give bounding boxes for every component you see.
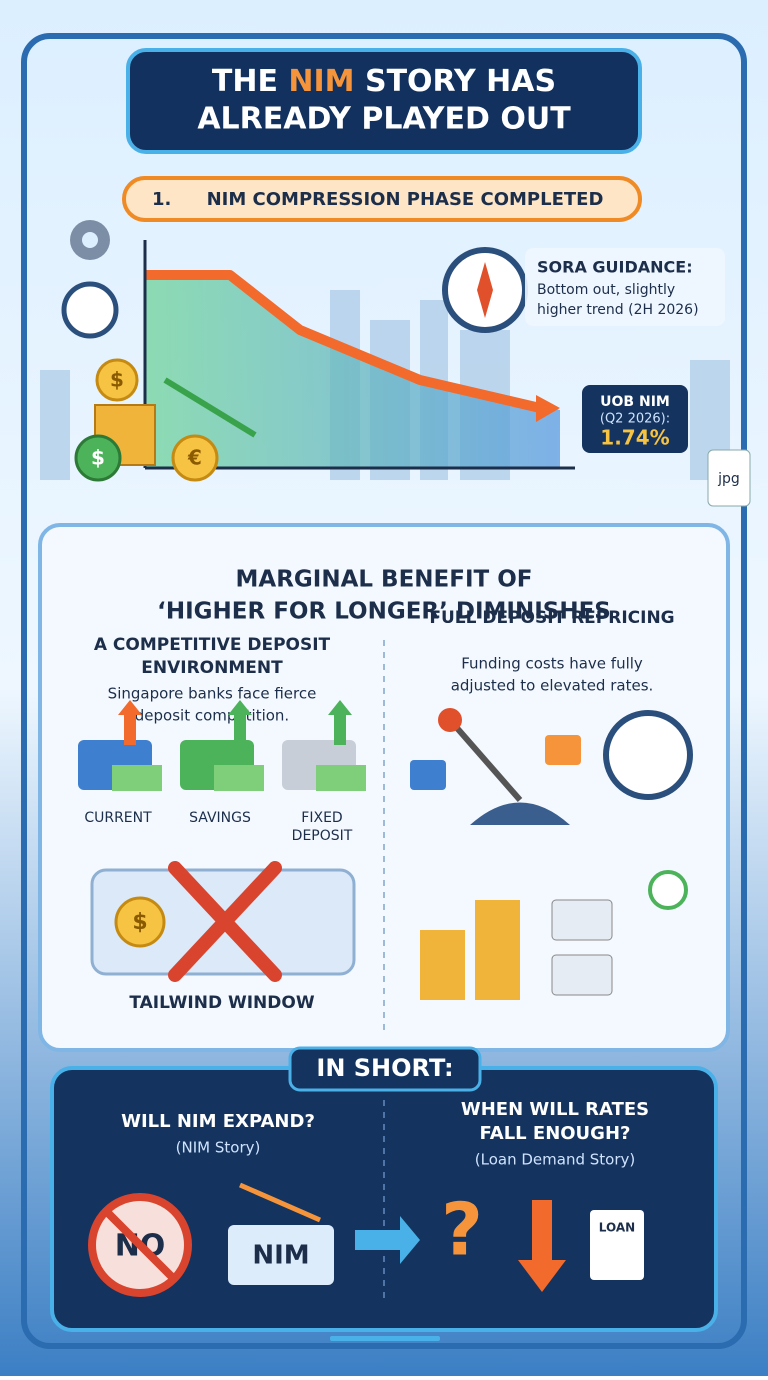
summary-sub: (Loan Demand Story)	[475, 1151, 635, 1169]
tailwind-caption: TAILWIND WINDOW	[129, 993, 314, 1013]
summary-question: WHEN WILL RATES	[461, 1099, 649, 1120]
column-title: ENVIRONMENT	[141, 658, 283, 678]
coin	[114, 896, 166, 948]
down-arrow	[238, 1182, 322, 1223]
uob-period: (Q2 2026):	[600, 412, 670, 427]
nim-box	[228, 1225, 334, 1285]
deposit-label: DEPOSIT	[292, 828, 353, 844]
sora-title: SORA GUIDANCE:	[537, 258, 693, 277]
coin-symbol: $	[132, 910, 147, 935]
loan-text: LOAN	[599, 1221, 635, 1235]
deposit-label: SAVINGS	[189, 810, 251, 826]
question-mark: ?	[441, 1188, 483, 1272]
phase-label: NIM COMPRESSION PHASE COMPLETED	[207, 189, 604, 210]
coin-symbol: $	[91, 446, 105, 470]
title-panel	[126, 48, 642, 154]
rate-arrow	[518, 1200, 566, 1292]
column-title: A COMPETITIVE DEPOSIT	[94, 635, 331, 655]
arrow	[355, 1216, 420, 1264]
title: THE NIM STORY HAS	[212, 64, 556, 99]
coin	[74, 434, 122, 482]
sora-box	[525, 248, 725, 326]
cross	[168, 861, 282, 982]
coin-symbol: €	[187, 446, 202, 470]
uob-label: UOB NIM	[600, 394, 670, 410]
frame	[21, 33, 747, 1349]
uob-value: 1.74%	[600, 426, 669, 450]
bottom-glow	[330, 1336, 440, 1341]
coin-symbol: $	[110, 368, 124, 392]
title-word: THE	[212, 64, 278, 99]
chart-illustration	[61, 220, 575, 470]
coin	[171, 434, 219, 482]
coin	[95, 358, 139, 402]
summary-question: FALL ENOUGH?	[480, 1123, 631, 1144]
column-title: FULL DEPOSIT REPRICING	[429, 608, 674, 628]
column-text: Funding costs have fully	[461, 655, 643, 673]
repricing-illustration	[410, 708, 693, 1000]
badge	[707, 449, 751, 507]
summary-tab	[288, 1046, 482, 1092]
badge-text: jpg	[717, 471, 740, 487]
section-heading: ‘HIGHER FOR LONGER’ DIMINISHES	[157, 599, 611, 625]
column-text: Singapore banks face fierce	[108, 685, 317, 703]
no-slash	[103, 1208, 177, 1282]
phase-number: 1.	[152, 189, 171, 210]
deposit-label: FIXED	[301, 810, 342, 826]
title-highlight: NIM	[288, 64, 354, 99]
phase-pill	[122, 176, 642, 222]
summary-sub: (NIM Story)	[176, 1139, 261, 1157]
deposit-icons	[78, 700, 366, 791]
uob-box	[582, 385, 688, 453]
section-heading: MARGINAL BENEFIT OF	[236, 567, 533, 593]
title-word: STORY HAS	[365, 64, 556, 99]
sora-text: Bottom out, slightly	[537, 282, 675, 298]
column-text: adjusted to elevated rates.	[451, 677, 654, 695]
nim-text: NIM	[252, 1241, 309, 1271]
loan-doc	[590, 1210, 644, 1280]
summary-question: WILL NIM EXPAND?	[121, 1111, 315, 1132]
sora-text: higher trend (2H 2026)	[537, 302, 699, 318]
deposit-label: CURRENT	[84, 810, 152, 826]
summary-title: IN SHORT:	[316, 1054, 453, 1082]
column-text: deposit competition.	[135, 707, 289, 725]
title: ALREADY PLAYED OUT	[197, 102, 571, 137]
